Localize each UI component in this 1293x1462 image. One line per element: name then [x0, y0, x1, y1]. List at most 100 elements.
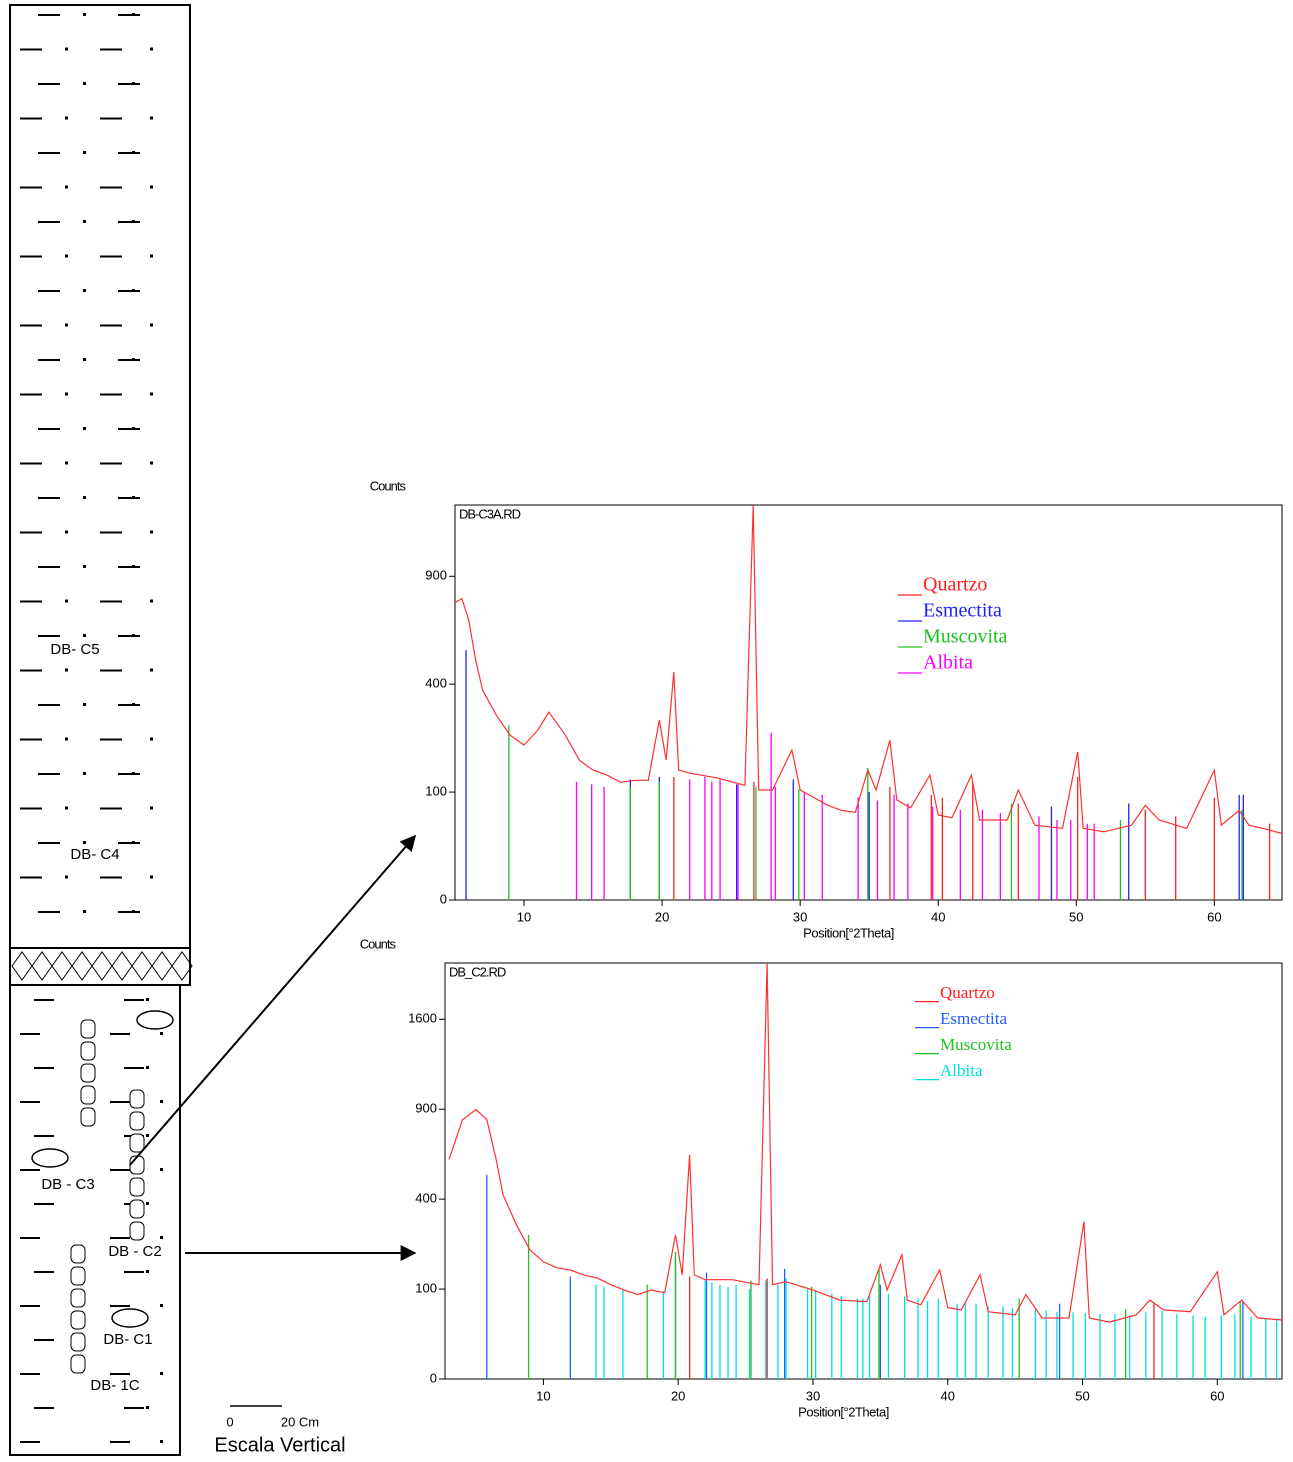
lithology-dot — [160, 1304, 163, 1307]
label-bg — [57, 846, 133, 864]
lithology-dot — [83, 220, 86, 223]
lithology-dot — [132, 82, 135, 85]
y-tick-label: 1600 — [408, 1011, 437, 1026]
scale-title: Escala Vertical — [214, 1434, 345, 1456]
lithology-dot — [160, 1168, 163, 1171]
lithology-dot — [132, 496, 135, 499]
lithology-dot — [146, 1270, 149, 1273]
y-tick-label: 400 — [415, 1191, 437, 1206]
x-tick-label: 50 — [1075, 1388, 1089, 1403]
concretion — [136, 1010, 174, 1030]
x-tick-label: 40 — [941, 1388, 955, 1403]
lithology-dot — [150, 875, 153, 879]
label-bg — [77, 1377, 153, 1395]
lithology-dot — [65, 806, 68, 810]
chart-title: DB_C2.RD — [449, 964, 506, 979]
plot-frame — [454, 504, 1283, 901]
lithology-dot — [150, 461, 153, 465]
diffraction-pattern — [448, 963, 1282, 1323]
legend-label: Albita — [940, 1061, 983, 1080]
lithology-dot — [83, 13, 86, 16]
pebble — [70, 1244, 86, 1264]
lithology-dot — [132, 772, 135, 775]
plot-area — [455, 505, 1282, 900]
pebble — [80, 1107, 96, 1127]
x-tick-label: 40 — [931, 909, 945, 924]
xrd-chart: DB-C3A.RD Counts Position[°2Theta] 0 100 400 9… — [370, 478, 1283, 940]
pebble — [70, 1332, 86, 1352]
lithology-dot — [146, 1406, 149, 1409]
lithology-dot — [150, 737, 153, 741]
scale-tick: 0 — [226, 1414, 233, 1429]
sample-label: DB- C4 — [70, 846, 119, 863]
lithology-dot — [146, 1202, 149, 1205]
x-tick-label: 10 — [536, 1388, 550, 1403]
y-tick-label: 100 — [425, 784, 447, 799]
arrow — [129, 834, 417, 1166]
lithology-dot — [160, 1440, 163, 1443]
y-tick-label: 400 — [425, 676, 447, 691]
lithology-dot — [65, 185, 68, 189]
lithology-dot — [83, 496, 86, 499]
xrd-chart: DB_C2.RD Counts Position[°2Theta] 0 100 400 90… — [360, 936, 1283, 1419]
lithology-dot — [65, 530, 68, 534]
pebble — [129, 1111, 145, 1131]
lithology-dot — [132, 220, 135, 223]
lithology-dot — [83, 427, 86, 430]
label-bg — [30, 1176, 106, 1194]
lithology-dot — [83, 772, 86, 775]
pebble — [129, 1133, 145, 1153]
legend-label: Albita — [923, 652, 973, 674]
chart-title: DB-C3A.RD — [459, 506, 521, 521]
lithology-dot — [65, 599, 68, 603]
x-tick-label: 30 — [793, 909, 807, 924]
lithology-dot — [65, 875, 68, 879]
x-tick-label: 50 — [1069, 909, 1083, 924]
lithology-dot — [132, 634, 135, 637]
y-tick-label: 0 — [440, 891, 447, 906]
legend-label: Quartzo — [940, 983, 995, 1002]
y-tick-label: 900 — [415, 1101, 437, 1116]
gravel — [71, 951, 93, 981]
pebble — [70, 1288, 86, 1308]
pebble — [129, 1089, 145, 1109]
lithology-dot — [160, 1032, 163, 1035]
lithology-dot — [132, 358, 135, 361]
lithology-dot — [150, 254, 153, 258]
x-tick-label: 20 — [655, 909, 669, 924]
label-bg — [37, 641, 113, 659]
lithology-dot — [146, 1066, 149, 1069]
lithology-dot — [65, 323, 68, 327]
legend-label: Esmectita — [923, 600, 1002, 622]
lithology-dot — [150, 599, 153, 603]
legend-label: Quartzo — [923, 574, 987, 596]
y-tick-label: 100 — [415, 1281, 437, 1296]
lithology-dot — [83, 841, 86, 844]
sample-label: DB- 1C — [90, 1377, 139, 1394]
gravel — [11, 951, 33, 981]
legend-label: Esmectita — [940, 1009, 1007, 1028]
x-axis-label: Position[°2Theta] — [798, 1404, 889, 1419]
lithology-dot — [65, 461, 68, 465]
pebble — [80, 1085, 96, 1105]
y-axis-label: Counts — [360, 936, 397, 951]
lithology-dot — [146, 998, 149, 1001]
lithology-dot — [83, 151, 86, 154]
stratigraphic-column: DB- C5 DB- C4 DB - C3 DB - C2 DB- C1 DB- 1C — [9, 4, 193, 1456]
lithology-dot — [132, 427, 135, 430]
lithology-dot — [150, 323, 153, 327]
label-bg — [97, 1243, 173, 1261]
lithology-dot — [132, 151, 135, 154]
lithology-dot — [65, 737, 68, 741]
gravel — [31, 951, 53, 981]
lithology-dot — [132, 289, 135, 292]
lithology-dot — [150, 668, 153, 672]
lithology-dot — [150, 392, 153, 396]
x-tick-label: 60 — [1210, 1388, 1224, 1403]
pebble — [70, 1354, 86, 1374]
lithology-dot — [65, 668, 68, 672]
legend-label: Muscovita — [940, 1035, 1012, 1054]
pebble — [129, 1177, 145, 1197]
y-axis-label: Counts — [370, 478, 407, 493]
